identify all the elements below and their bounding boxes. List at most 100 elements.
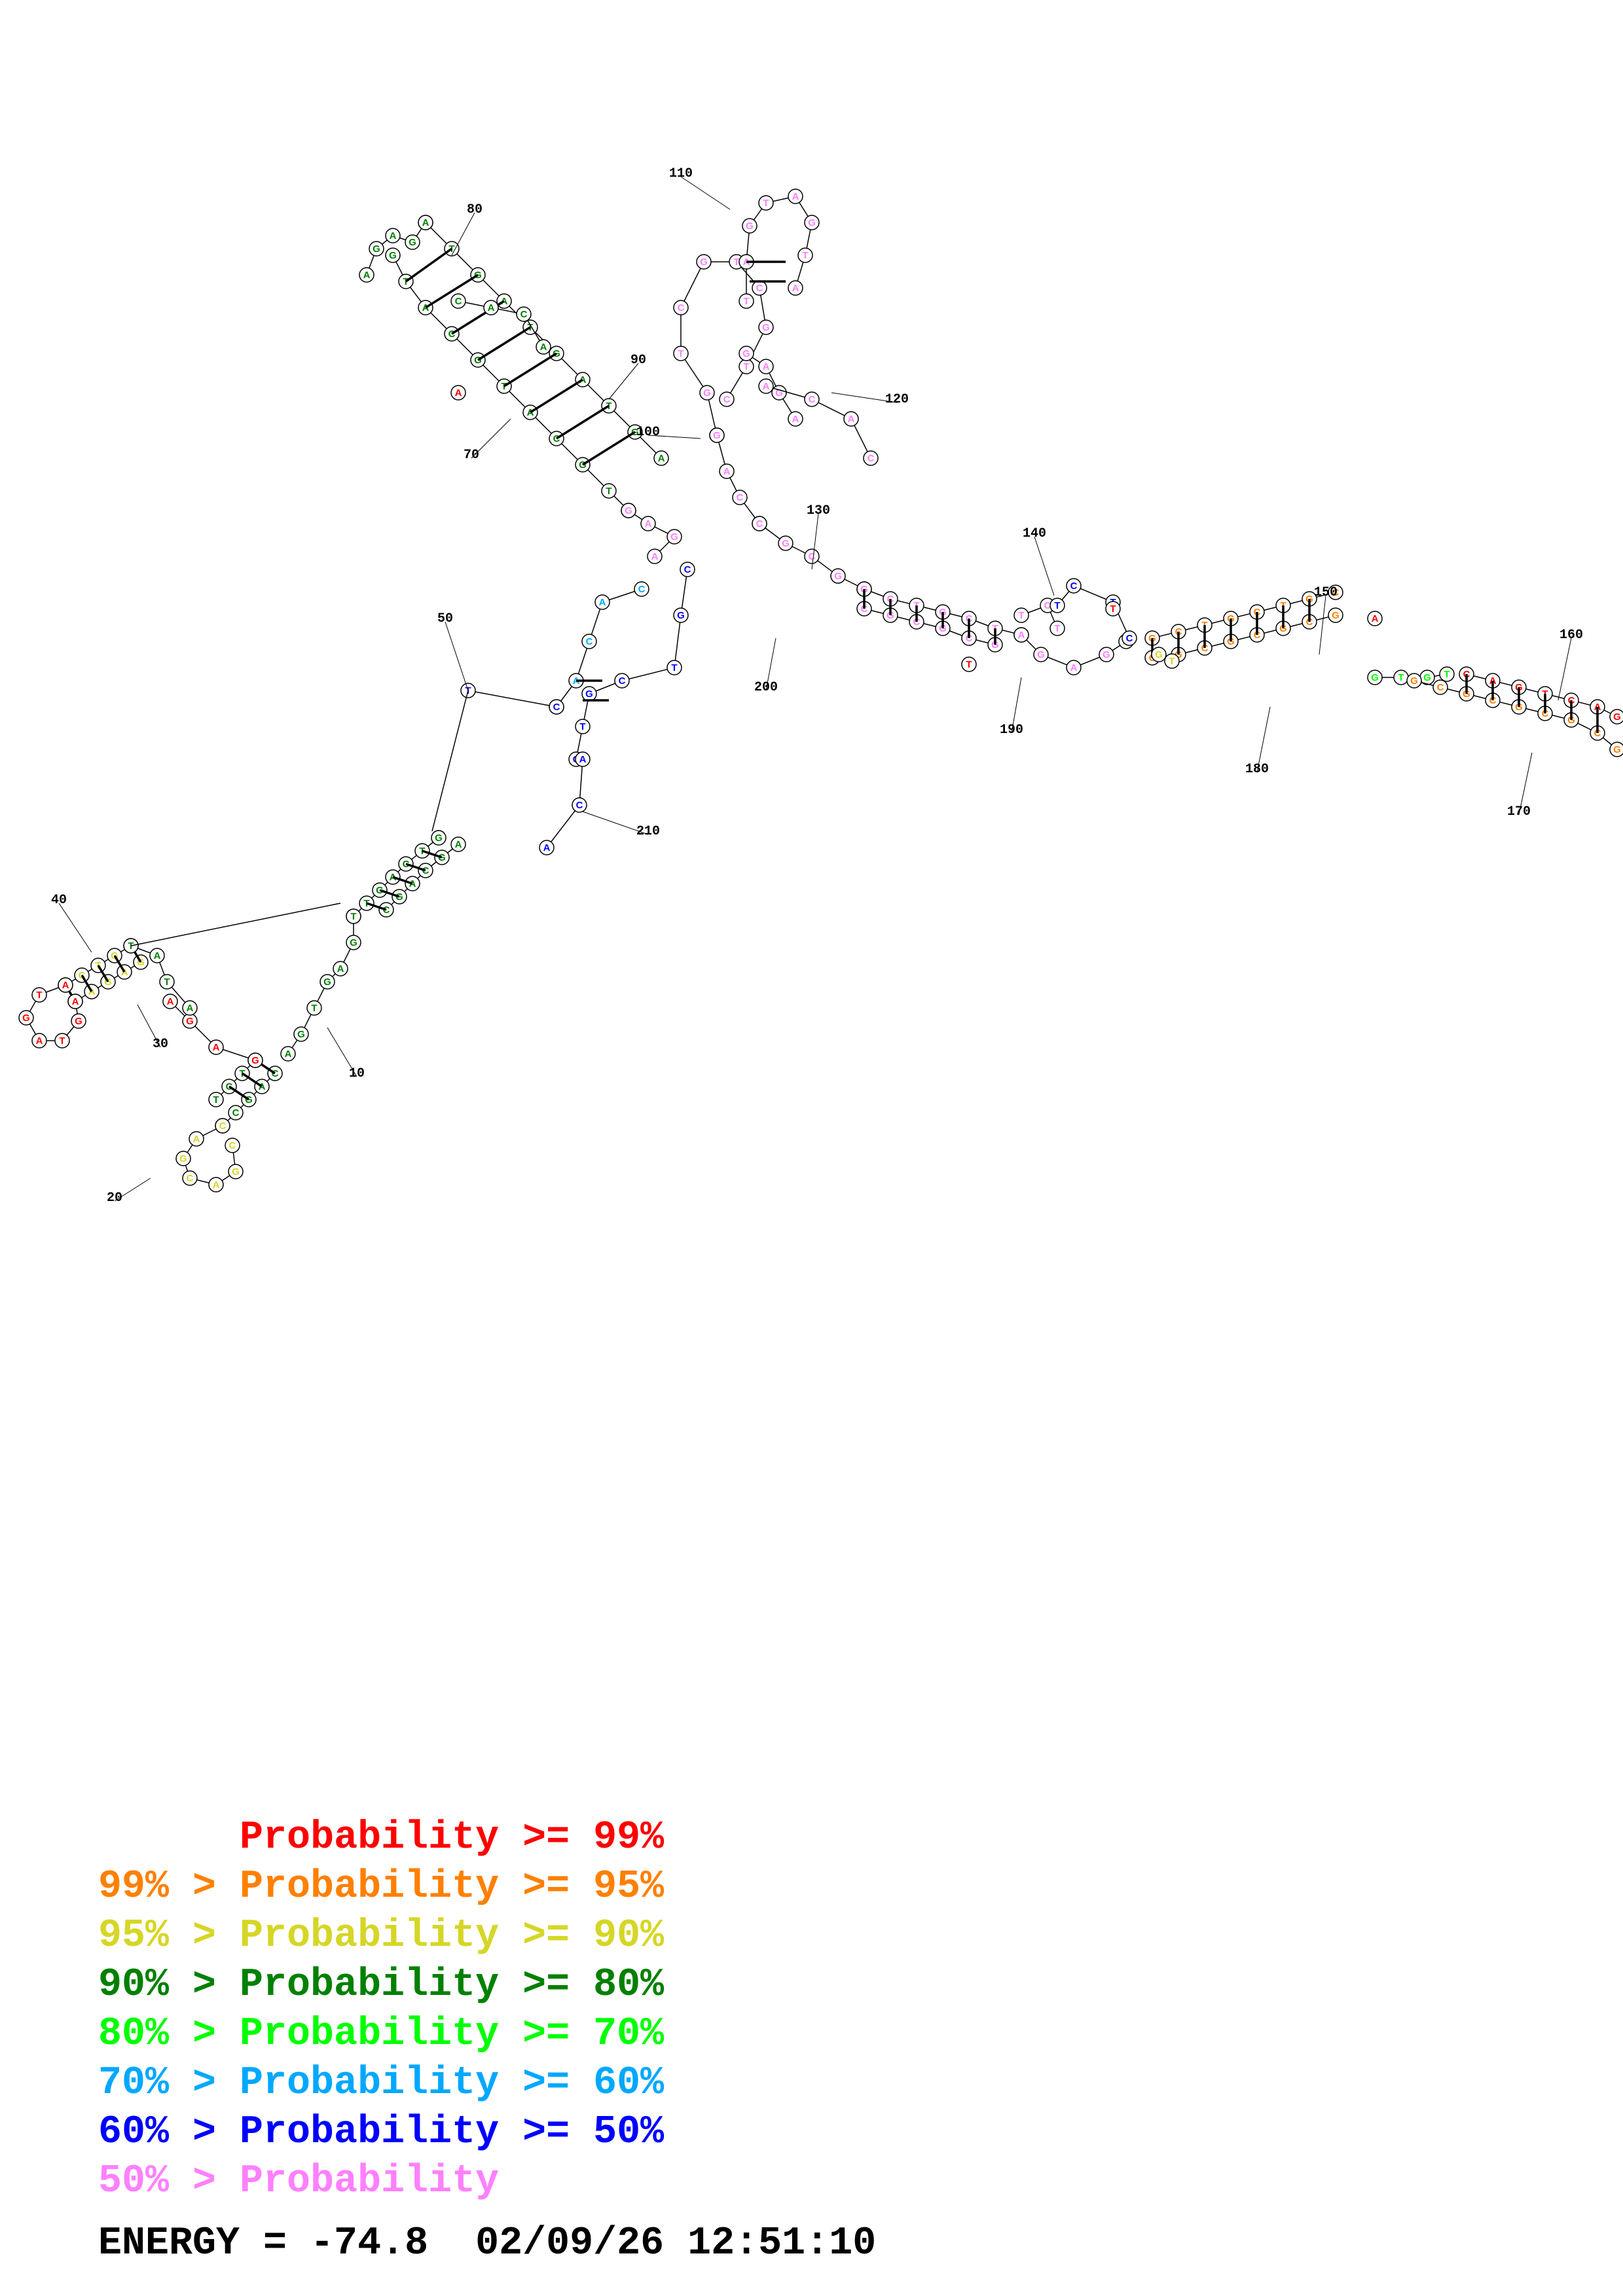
nucleotide-letter: T [802, 250, 808, 261]
nucleotide [863, 450, 879, 466]
backbone-segment [503, 352, 557, 387]
nucleotide [54, 1033, 70, 1049]
nucleotide-letter: T [213, 1094, 219, 1105]
nucleotide-letter: C [1044, 600, 1051, 611]
nucleotide-letter: G [395, 891, 403, 903]
nucleotide-letter: G [389, 250, 397, 261]
nucleotide-letter: C [1201, 643, 1209, 654]
nucleotide [830, 568, 846, 584]
backbone-segment [451, 212, 475, 256]
backbone-segment [546, 804, 580, 848]
position-label: 70 [464, 448, 479, 463]
backbone-segment [680, 353, 708, 393]
nucleotide-letter: G [886, 610, 894, 621]
nucleotide [333, 961, 348, 977]
nucleotide-letter: A [121, 967, 128, 978]
nucleotide [1367, 611, 1383, 626]
nucleotide-letter: T [128, 941, 134, 952]
nucleotide-letter: G [323, 977, 331, 988]
nucleotide [594, 594, 610, 610]
position-label: 100 [636, 425, 660, 440]
nucleotide-letter: A [540, 342, 547, 353]
nucleotide [536, 339, 551, 355]
nucleotide-letter: G [1613, 744, 1621, 755]
nucleotide-letter: T [1054, 600, 1060, 611]
legend-line-7: 60% > Probability >= 50% [98, 2110, 665, 2155]
position-label: 140 [1023, 526, 1046, 541]
backbone-segment [1256, 706, 1271, 773]
nucleotide [1013, 607, 1029, 623]
nucleotide [1328, 607, 1343, 623]
nucleotide-letter: C [1594, 728, 1601, 739]
nucleotide [159, 974, 175, 990]
backbone-segment [97, 965, 109, 982]
nucleotide [581, 634, 597, 649]
nucleotide-letter: C [684, 564, 691, 575]
position-label: 10 [349, 1066, 365, 1081]
backbone-segment [242, 1072, 263, 1088]
nucleotide [228, 1105, 244, 1121]
nucleotide [804, 391, 820, 407]
backbone-segment [582, 811, 649, 835]
nucleotide [162, 994, 178, 1009]
nucleotide-letter: A [792, 414, 799, 425]
nucleotide-letter: C [756, 518, 763, 529]
backbone-segment [431, 690, 469, 832]
nucleotide-letter: A [193, 1134, 200, 1145]
nucleotide-letter: G [991, 639, 999, 651]
position-label: 160 [1559, 628, 1583, 643]
nucleotide [1049, 598, 1065, 613]
nucleotide-letter: A [527, 407, 534, 418]
backbone-segment [58, 903, 92, 953]
nucleotide-letter: C [553, 702, 560, 713]
position-label: 180 [1245, 762, 1269, 777]
backbone-segment [1518, 752, 1533, 816]
nucleotide [208, 1177, 224, 1193]
nucleotide-letter: G [438, 852, 446, 863]
nucleotide [1105, 601, 1121, 617]
nucleotide-letter: C [638, 584, 646, 595]
nucleotide [680, 562, 695, 577]
nucleotide [182, 1170, 198, 1186]
nucleotide [1066, 660, 1082, 675]
timestamp: 02/09/26 12:51:10 [475, 2221, 877, 2266]
backbone-segment [327, 1027, 357, 1077]
nucleotide-letter: C [272, 1068, 279, 1079]
backbone-segment [680, 176, 731, 210]
nucleotide [1013, 627, 1029, 643]
nucleotide-letter: C [553, 433, 560, 444]
legend-line-4: 90% > Probability >= 80% [98, 1963, 665, 2007]
position-label: 20 [107, 1191, 122, 1206]
nucleotide [539, 840, 555, 855]
nucleotide-letter: A [1070, 662, 1078, 673]
nucleotide-letter: A [1372, 613, 1379, 624]
nucleotide-letter: T [966, 659, 972, 670]
backbone-segment [477, 326, 531, 361]
backbone-segment [647, 435, 701, 439]
nucleotide-letter: A [213, 1042, 220, 1053]
backbone-segment [556, 404, 610, 440]
nucleotide [431, 830, 447, 846]
position-label: 80 [467, 202, 483, 217]
nucleotide [1609, 709, 1623, 725]
nucleotide [1328, 584, 1343, 600]
nucleotide-letter: G [1410, 675, 1418, 687]
nucleotide [1367, 670, 1383, 685]
nucleotide-letter: G [409, 237, 416, 248]
nucleotide [450, 293, 466, 309]
nucleotide-letter: G [585, 689, 593, 700]
nucleotide [758, 359, 774, 374]
nucleotide-letter: A [455, 387, 462, 399]
nucleotide-letter: C [1542, 708, 1549, 719]
backbone-segment [425, 274, 479, 309]
backbone-segment [1011, 677, 1022, 734]
nucleotide-letter: G [474, 355, 482, 366]
nucleotide-letter: G [1155, 649, 1163, 660]
backbone-segment [113, 955, 126, 973]
nucleotide [359, 267, 374, 283]
nucleotide-letter: T [59, 1035, 65, 1047]
nucleotide-letter: T [579, 721, 585, 732]
nucleotide [601, 483, 617, 499]
nucleotide [758, 195, 774, 211]
nucleotide [843, 411, 859, 427]
